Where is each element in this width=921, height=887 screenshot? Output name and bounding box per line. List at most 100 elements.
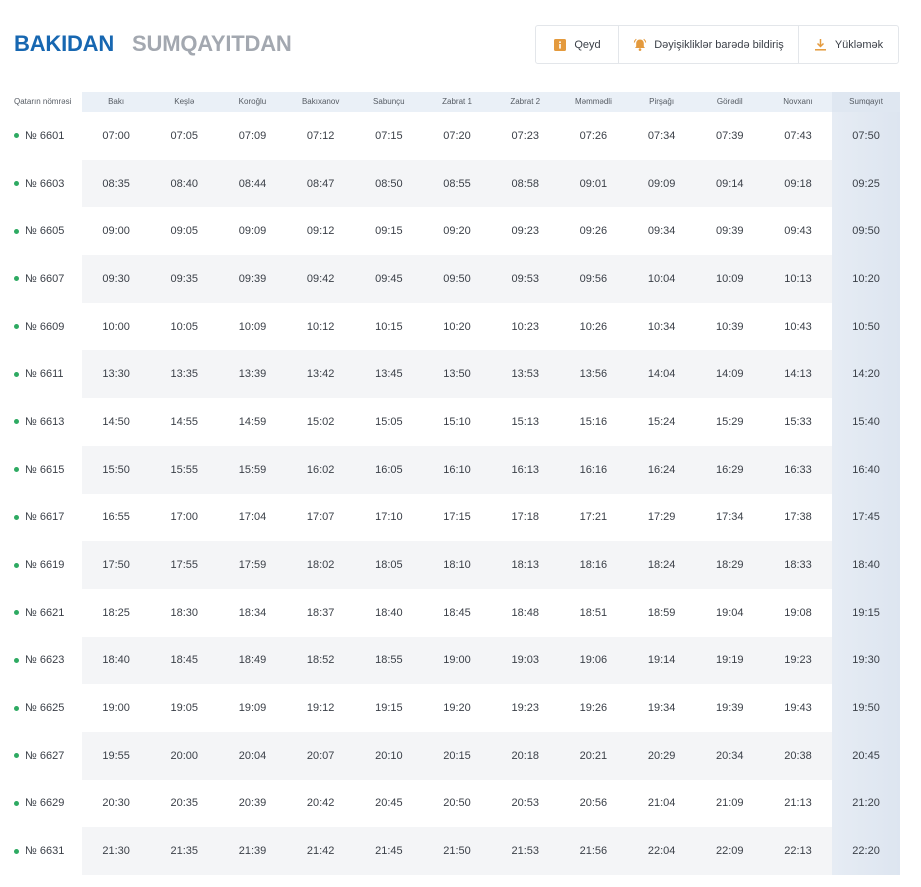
time-cell: 09:39 — [218, 255, 287, 303]
header-station: Zabrat 2 — [491, 92, 560, 112]
time-cell: 15:02 — [286, 398, 355, 446]
time-cell: 15:55 — [150, 445, 219, 494]
table-row: № 6629 20:30 20:35 20:39 20:42 20:45 20:50 20:5… — [0, 779, 921, 828]
status-dot — [14, 276, 19, 282]
time-cell: 17:59 — [218, 541, 287, 589]
bell-icon — [633, 38, 647, 52]
time-cell: 10:12 — [286, 302, 355, 351]
train-cell: № 6623 — [0, 636, 82, 685]
time-cell: 18:52 — [286, 636, 355, 685]
time-cell: 17:29 — [627, 493, 696, 542]
table-row: № 6607 09:30 09:35 09:39 09:42 09:45 09:50 09:5… — [0, 255, 921, 303]
time-cell: 17:38 — [763, 493, 833, 542]
time-cell: 21:56 — [559, 827, 628, 875]
time-cell: 07:09 — [218, 112, 287, 160]
table-row: № 6619 17:50 17:55 17:59 18:02 18:05 18:10 18:1… — [0, 541, 921, 589]
train-cell: № 6601 — [0, 112, 82, 160]
time-cell: 09:23 — [491, 207, 560, 256]
schedule-table: Qatarın nömrəsi Bakı Keşlə Koroğlu Bakıxanov… — [0, 92, 921, 875]
table-row: № 6613 14:50 14:55 14:59 15:02 15:05 15:10 15:1… — [0, 398, 921, 446]
time-cell: 13:42 — [286, 350, 355, 399]
header-station: Bakıxanov — [286, 92, 355, 112]
status-dot — [14, 705, 19, 711]
status-dot — [14, 610, 19, 616]
time-cell: 09:42 — [286, 255, 355, 303]
time-cell: 19:30 — [832, 636, 901, 685]
train-cell: № 6613 — [0, 398, 82, 446]
time-cell: 08:44 — [218, 159, 287, 208]
train-number: № 6603 — [25, 177, 65, 190]
time-cell: 09:45 — [354, 255, 423, 303]
train-cell: № 6621 — [0, 588, 82, 637]
time-cell: 09:53 — [491, 255, 560, 303]
time-cell: 08:47 — [286, 159, 355, 208]
table-row: № 6609 10:00 10:05 10:09 10:12 10:15 10:20 10:2… — [0, 302, 921, 351]
time-cell: 21:39 — [218, 827, 287, 875]
note-button[interactable]: Qeyd — [536, 26, 619, 63]
time-cell: 15:29 — [695, 398, 764, 446]
time-cell: 16:02 — [286, 445, 355, 494]
time-cell: 16:13 — [491, 445, 560, 494]
time-cell: 14:09 — [695, 350, 764, 399]
status-dot — [14, 324, 19, 330]
header-train-number: Qatarın nömrəsi — [0, 92, 82, 112]
notify-changes-button[interactable]: Dəyişikliklər barədə bildiriş — [619, 26, 799, 63]
time-cell: 18:37 — [286, 588, 355, 637]
time-cell: 20:53 — [491, 779, 560, 828]
time-cell: 10:04 — [627, 255, 696, 303]
header-station: Sabunçu — [354, 92, 423, 112]
header-station: Zabrat 1 — [422, 92, 492, 112]
train-number: № 6621 — [25, 606, 65, 619]
time-cell: 09:34 — [627, 207, 696, 256]
time-cell: 19:26 — [559, 684, 628, 732]
header-station: Pirşağı — [627, 92, 696, 112]
time-cell: 21:04 — [627, 779, 696, 828]
time-cell: 17:21 — [559, 493, 628, 542]
time-cell: 09:25 — [832, 159, 901, 208]
time-cell: 10:20 — [832, 255, 901, 303]
time-cell: 17:04 — [218, 493, 287, 542]
time-cell: 14:04 — [627, 350, 696, 399]
download-button[interactable]: Yükləmək — [799, 26, 898, 63]
time-cell: 19:14 — [627, 636, 696, 685]
time-cell: 10:05 — [150, 302, 219, 351]
header-station: Keşlə — [150, 92, 219, 112]
time-cell: 18:10 — [422, 541, 492, 589]
time-cell: 20:38 — [763, 731, 833, 780]
time-cell: 09:50 — [422, 255, 492, 303]
time-cell: 19:43 — [763, 684, 833, 732]
table-row: № 6621 18:25 18:30 18:34 18:37 18:40 18:45 18:4… — [0, 588, 921, 637]
note-label: Qeyd — [574, 38, 601, 51]
train-cell: № 6607 — [0, 255, 82, 303]
time-cell: 19:55 — [82, 731, 151, 780]
status-dot — [14, 228, 19, 234]
time-cell: 08:40 — [150, 159, 219, 208]
time-cell: 18:34 — [218, 588, 287, 637]
time-cell: 15:13 — [491, 398, 560, 446]
status-dot — [14, 133, 19, 139]
time-cell: 07:39 — [695, 112, 764, 160]
time-cell: 20:34 — [695, 731, 764, 780]
info-icon — [553, 38, 567, 52]
time-cell: 19:03 — [491, 636, 560, 685]
time-cell: 09:15 — [354, 207, 423, 256]
time-cell: 13:45 — [354, 350, 423, 399]
table-header: Qatarın nömrəsi Bakı Keşlə Koroğlu Bakıxanov… — [0, 92, 921, 112]
time-cell: 17:34 — [695, 493, 764, 542]
time-cell: 17:45 — [832, 493, 901, 542]
time-cell: 20:56 — [559, 779, 628, 828]
tab-from-baku[interactable]: BAKIDAN — [14, 31, 115, 56]
time-cell: 19:05 — [150, 684, 219, 732]
time-cell: 20:21 — [559, 731, 628, 780]
time-cell: 20:29 — [627, 731, 696, 780]
time-cell: 09:18 — [763, 159, 833, 208]
time-cell: 20:00 — [150, 731, 219, 780]
time-cell: 17:18 — [491, 493, 560, 542]
tab-from-sumqayit[interactable]: SUMQAYITDAN — [132, 31, 292, 56]
table-row: № 6623 18:40 18:45 18:49 18:52 18:55 19:00 19:0… — [0, 636, 921, 685]
download-icon — [814, 38, 828, 52]
download-label: Yükləmək — [834, 38, 884, 51]
train-cell: № 6617 — [0, 493, 82, 542]
train-cell: № 6609 — [0, 302, 82, 351]
time-cell: 19:06 — [559, 636, 628, 685]
